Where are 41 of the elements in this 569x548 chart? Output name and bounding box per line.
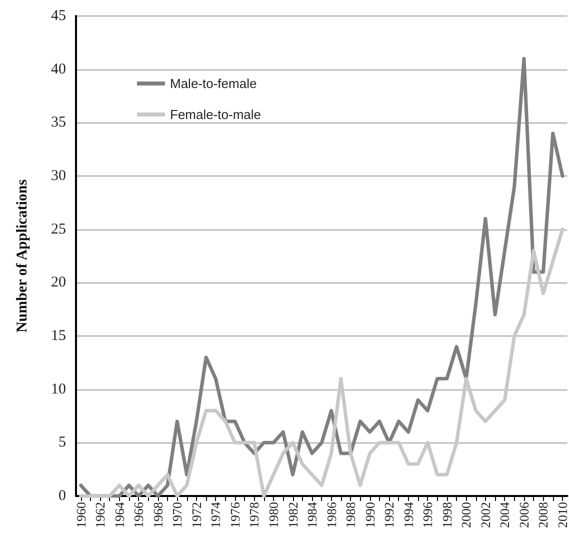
y-tick-label: 35 [51, 114, 66, 131]
x-tick-label: 2004 [497, 502, 512, 528]
legend-label: Female-to-male [170, 107, 262, 122]
x-tick-label: 1964 [112, 502, 127, 528]
x-tick-label: 2002 [478, 502, 493, 528]
x-tick-label: 1972 [188, 502, 204, 528]
x-tick-label: 1978 [246, 502, 262, 528]
y-tick-label: 10 [51, 381, 66, 398]
y-tick-label: 15 [51, 328, 66, 344]
y-tick-label: 25 [51, 221, 66, 238]
x-tick-label: 1984 [304, 502, 320, 528]
x-tick-label: 1970 [170, 502, 185, 528]
x-tick-label: 1990 [362, 502, 378, 528]
y-tick-label: 45 [51, 8, 66, 24]
x-tick-label: 1996 [420, 502, 436, 528]
line-series [79, 56, 564, 498]
x-tick-label: 1998 [439, 502, 454, 528]
x-tick-label: 1968 [150, 502, 166, 528]
line-series [79, 228, 564, 498]
x-tick-label: 1992 [382, 502, 397, 528]
x-tick-label: 2006 [516, 502, 532, 528]
y-tick-label: 20 [51, 274, 66, 291]
y-tick-label: 30 [51, 168, 66, 184]
x-tick-label: 1976 [227, 502, 242, 528]
x-tick-label: 1986 [324, 502, 339, 528]
x-tick-label: 1988 [343, 502, 358, 528]
y-tick-label: 40 [51, 61, 66, 78]
x-tick-label: 1960 [73, 502, 88, 528]
legend-label: Male-to-female [170, 76, 257, 91]
y-axis-title: Number of Applications [14, 179, 30, 333]
y-tick-label: 5 [58, 434, 66, 451]
x-tick-label: 2008 [536, 502, 551, 528]
x-tick-label: 2010 [555, 502, 569, 528]
x-tick-label: 1966 [131, 502, 146, 528]
x-tick-label: 1994 [400, 502, 416, 528]
x-tick-label: 1974 [208, 502, 224, 528]
x-tick-label: 1980 [266, 502, 281, 528]
y-tick-label: 0 [58, 488, 66, 504]
x-tick-label: 2000 [458, 502, 474, 528]
x-tick-label: 1982 [285, 502, 300, 528]
x-tick-label: 1962 [92, 502, 108, 528]
